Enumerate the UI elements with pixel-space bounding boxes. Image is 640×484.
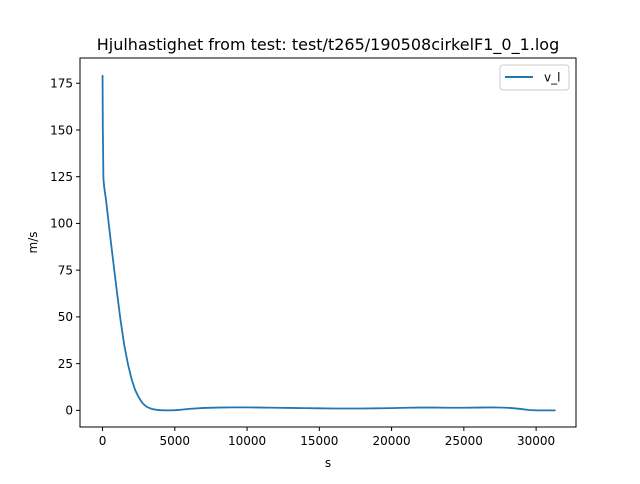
- axes-frame: [79, 57, 577, 428]
- y-tick-label: 175: [50, 77, 73, 91]
- x-tick-label: 30000: [517, 434, 555, 448]
- x-tick-label: 10000: [228, 434, 266, 448]
- x-tick-label: 20000: [372, 434, 410, 448]
- y-tick-label: 50: [58, 310, 73, 324]
- y-tick-label: 125: [50, 170, 73, 184]
- chart-title: Hjulhastighet from test: test/t265/19050…: [97, 35, 560, 55]
- x-tick-label: 5000: [160, 434, 191, 448]
- x-tick-label: 0: [99, 434, 107, 448]
- legend: v_l: [499, 64, 570, 91]
- x-axis: 0 5000 10000 15000 20000 25000 30000: [99, 427, 555, 448]
- plot-area: [101, 74, 556, 412]
- y-axis-label: m/s: [26, 232, 40, 254]
- x-axis-label: s: [325, 456, 331, 470]
- y-axis: 0 25 50 75 100 125 150 175: [50, 77, 80, 418]
- x-tick-label: 15000: [300, 434, 338, 448]
- x-tick-label: 25000: [445, 434, 483, 448]
- series-line-v_l: [101, 74, 556, 412]
- legend-box: [499, 64, 570, 91]
- y-tick-label: 25: [58, 357, 73, 371]
- y-tick-label: 150: [50, 123, 73, 137]
- y-tick-label: 75: [58, 263, 73, 277]
- y-tick-label: 100: [50, 217, 73, 231]
- y-tick-label: 0: [65, 404, 73, 418]
- legend-label-v_l: v_l: [544, 71, 560, 85]
